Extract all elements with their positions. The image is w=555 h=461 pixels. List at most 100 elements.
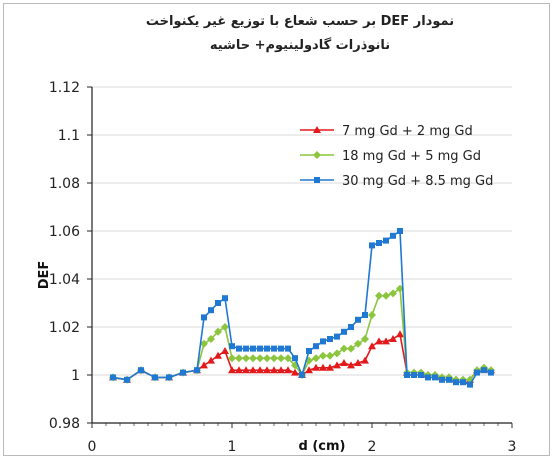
y-tick-label: 1 bbox=[71, 368, 80, 384]
series-point bbox=[389, 335, 397, 342]
series-point bbox=[292, 355, 298, 362]
legend-label: 18 mg Gd + 5 mg Gd bbox=[342, 149, 481, 164]
series-point bbox=[256, 366, 264, 374]
series-point bbox=[312, 354, 320, 363]
series-point bbox=[375, 291, 383, 300]
series-point bbox=[284, 366, 292, 374]
series-point bbox=[235, 354, 243, 363]
series-point bbox=[361, 335, 369, 343]
y-tick-label: 1.08 bbox=[49, 176, 80, 192]
series-point bbox=[242, 366, 250, 374]
series-point bbox=[313, 126, 321, 133]
series-point bbox=[306, 348, 312, 354]
axes bbox=[87, 86, 513, 428]
series-point bbox=[368, 311, 376, 319]
series-point bbox=[354, 339, 362, 348]
series-point bbox=[390, 232, 396, 239]
series-point bbox=[215, 300, 221, 306]
series-point bbox=[376, 240, 382, 246]
series-point bbox=[467, 381, 473, 388]
y-tick-label: 0.98 bbox=[49, 416, 80, 432]
series-point bbox=[488, 369, 494, 376]
series-point bbox=[474, 369, 480, 376]
series-group bbox=[109, 228, 495, 388]
series-point bbox=[354, 359, 362, 366]
series-point bbox=[312, 363, 320, 371]
chart-frame bbox=[3, 3, 550, 456]
series-point bbox=[152, 374, 158, 381]
series-point bbox=[201, 314, 207, 321]
legend-item: 30 mg Gd + 8.5 mg Gd bbox=[300, 174, 493, 189]
series-point bbox=[326, 363, 334, 371]
series-point bbox=[327, 336, 333, 342]
series-point bbox=[375, 337, 383, 345]
series-line bbox=[112, 287, 492, 381]
legend-label: 30 mg Gd + 8.5 mg Gd bbox=[342, 174, 493, 189]
series-point bbox=[221, 347, 229, 354]
series-point bbox=[389, 289, 397, 298]
series-point bbox=[382, 337, 390, 345]
series-point bbox=[214, 351, 222, 359]
x-tick-label: 1 bbox=[228, 439, 237, 455]
series-point bbox=[460, 379, 466, 386]
series-point bbox=[250, 345, 256, 352]
chart-title-line-2: نانوذرات گادولینیوم+ حاشیه bbox=[209, 38, 391, 53]
series-point bbox=[319, 351, 327, 360]
series-point bbox=[166, 374, 172, 381]
x-tick-label: 3 bbox=[508, 439, 517, 455]
series-point bbox=[418, 372, 424, 378]
series-point bbox=[404, 372, 410, 378]
series-point bbox=[249, 354, 257, 363]
tick-labels: 0.98 1 1.02 1.04 1.06 1.08 1.1 1.12 0 1 2 3 bbox=[49, 80, 517, 455]
series-point bbox=[382, 291, 390, 300]
series-point bbox=[340, 344, 348, 353]
series-point bbox=[263, 354, 271, 363]
series-point bbox=[228, 366, 236, 374]
series-point bbox=[208, 307, 214, 314]
series-point bbox=[340, 359, 348, 366]
series-point bbox=[207, 335, 215, 343]
series-point bbox=[256, 354, 264, 363]
series-point bbox=[439, 376, 445, 383]
y-axis-label: DEF bbox=[37, 261, 52, 290]
series-point bbox=[313, 343, 319, 350]
series-point bbox=[361, 356, 369, 364]
x-tick-label: 0 bbox=[88, 439, 97, 455]
series-point bbox=[235, 366, 243, 374]
legend-item: 7 mg Gd + 2 mg Gd bbox=[300, 124, 473, 139]
y-tick-label: 1.02 bbox=[49, 320, 80, 336]
series-point bbox=[348, 324, 354, 330]
series-point bbox=[347, 361, 355, 369]
series-point bbox=[333, 349, 341, 358]
series-3 bbox=[110, 228, 494, 388]
series-point bbox=[425, 374, 431, 381]
series-point bbox=[291, 368, 299, 376]
series-point bbox=[229, 343, 235, 350]
series-point bbox=[285, 345, 291, 352]
series-point bbox=[383, 237, 389, 244]
series-point bbox=[326, 351, 334, 360]
series-point bbox=[305, 366, 313, 374]
series-point bbox=[270, 366, 278, 374]
series-point bbox=[362, 312, 368, 318]
series-point bbox=[334, 333, 340, 340]
series-point bbox=[355, 316, 361, 323]
series-point bbox=[124, 376, 130, 383]
series-point bbox=[194, 367, 200, 374]
series-point bbox=[138, 367, 144, 374]
y-tick-label: 1.1 bbox=[58, 128, 80, 144]
series-2 bbox=[109, 284, 495, 384]
series-point bbox=[446, 376, 452, 383]
series-point bbox=[284, 354, 292, 363]
series-point bbox=[221, 323, 229, 331]
series-line bbox=[112, 229, 492, 386]
y-tick-label: 1.06 bbox=[49, 224, 80, 240]
series-point bbox=[257, 345, 263, 352]
series-point bbox=[243, 345, 249, 352]
series-point bbox=[396, 330, 404, 338]
x-axis-label: d (cm) bbox=[299, 439, 346, 454]
x-tick-label: 2 bbox=[368, 439, 377, 455]
y-tick-label: 1.04 bbox=[49, 272, 80, 288]
series-point bbox=[277, 366, 285, 374]
